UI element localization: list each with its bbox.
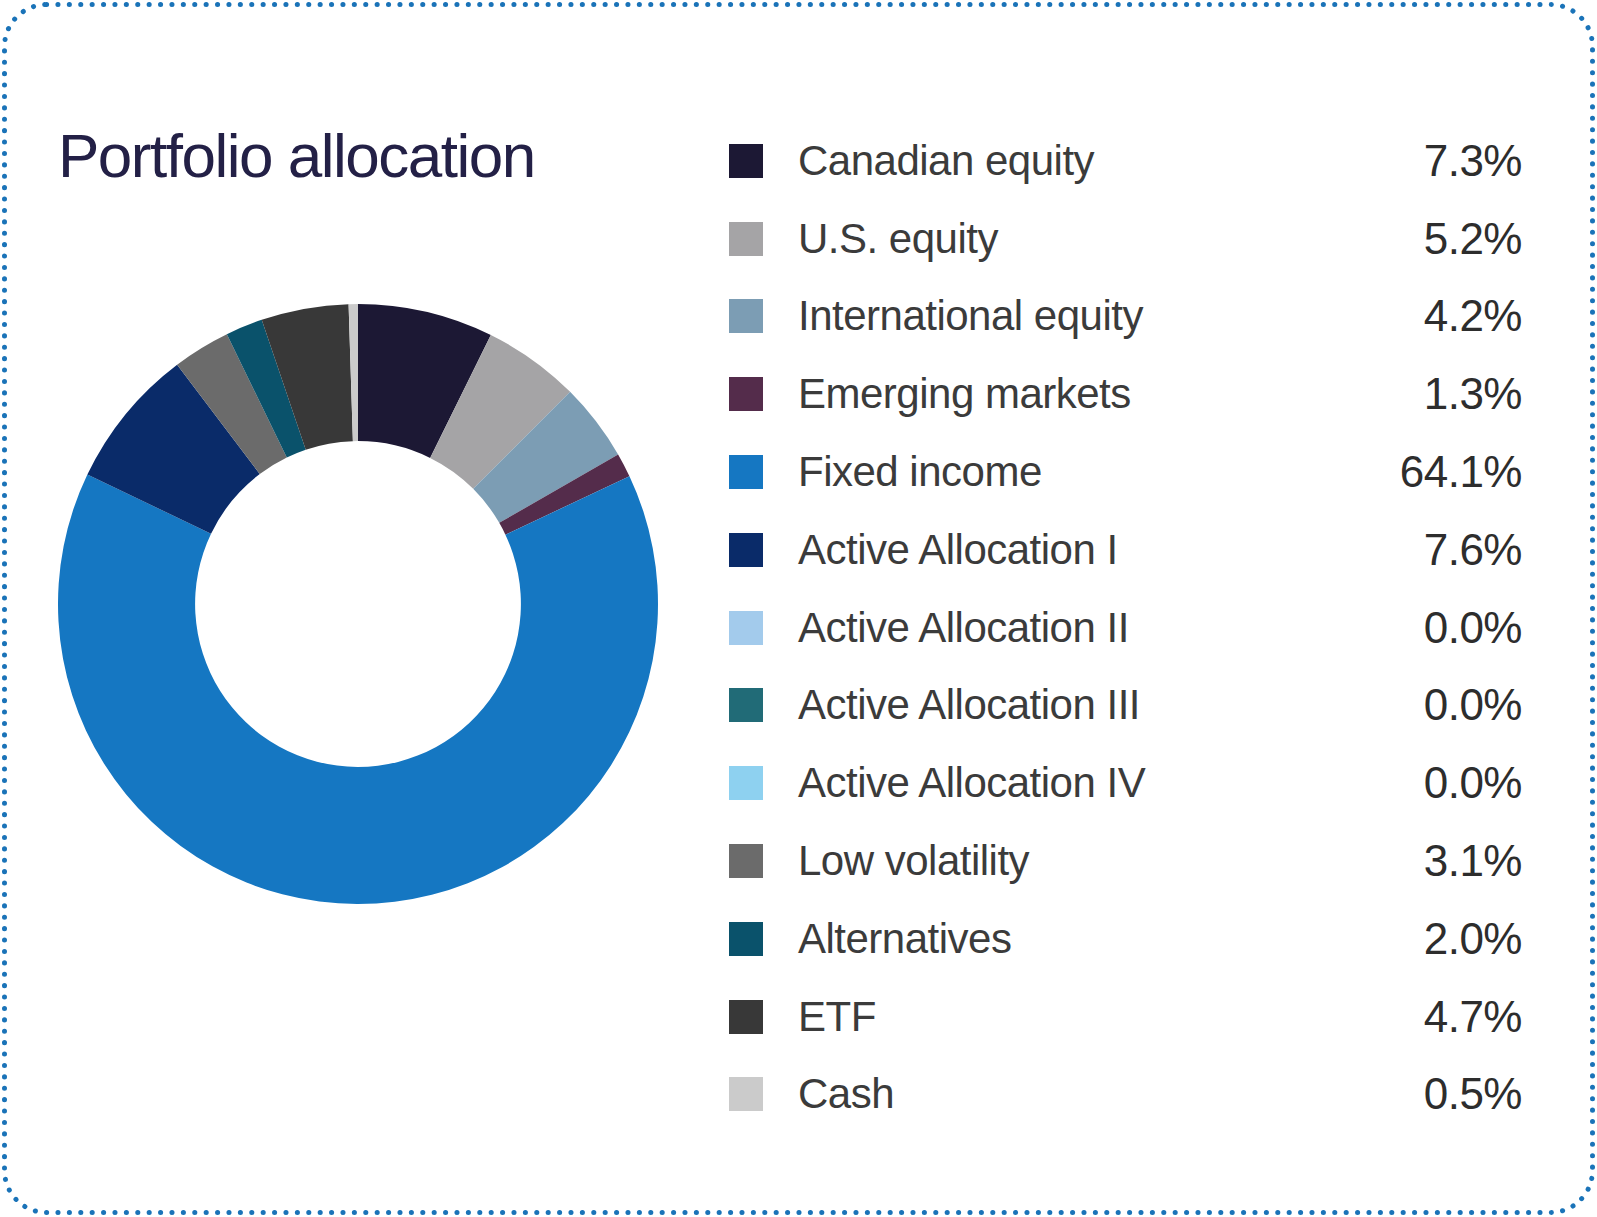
- legend-label: International equity: [798, 292, 1143, 340]
- legend: Canadian equity 7.3% U.S. equity 5.2% In…: [729, 122, 1522, 1133]
- legend-row: Alternatives 2.0%: [729, 900, 1522, 978]
- legend-row: Active Allocation IV 0.0%: [729, 744, 1522, 822]
- legend-value: 7.3%: [1424, 136, 1522, 186]
- legend-row: Active Allocation II 0.0%: [729, 589, 1522, 667]
- legend-row: Active Allocation III 0.0%: [729, 667, 1522, 745]
- legend-row: Active Allocation I 7.6%: [729, 511, 1522, 589]
- legend-swatch-us-equity: [729, 222, 763, 256]
- legend-value: 64.1%: [1400, 447, 1522, 497]
- legend-value: 0.0%: [1424, 603, 1522, 653]
- legend-label: Active Allocation II: [798, 604, 1129, 652]
- legend-label: Active Allocation I: [798, 526, 1118, 574]
- legend-label: U.S. equity: [798, 215, 998, 263]
- legend-row: Cash 0.5%: [729, 1056, 1522, 1134]
- legend-row: ETF 4.7%: [729, 978, 1522, 1056]
- legend-swatch-active-allocation-iv: [729, 766, 763, 800]
- legend-value: 0.0%: [1424, 758, 1522, 808]
- donut-segment-fixed-income: [58, 475, 658, 904]
- legend-swatch-canadian-equity: [729, 144, 763, 178]
- legend-row: Canadian equity 7.3%: [729, 122, 1522, 200]
- legend-label: Active Allocation IV: [798, 759, 1145, 807]
- legend-swatch-active-allocation-ii: [729, 611, 763, 645]
- legend-label: ETF: [798, 993, 876, 1041]
- legend-value: 4.2%: [1424, 291, 1522, 341]
- legend-label: Active Allocation III: [798, 681, 1140, 729]
- portfolio-allocation-card: Portfolio allocation Canadian equity 7.3…: [0, 0, 1597, 1217]
- legend-swatch-fixed-income: [729, 455, 763, 489]
- legend-row: Fixed income 64.1%: [729, 433, 1522, 511]
- legend-swatch-emerging-markets: [729, 377, 763, 411]
- legend-swatch-low-volatility: [729, 844, 763, 878]
- legend-value: 0.5%: [1424, 1069, 1522, 1119]
- legend-value: 4.7%: [1424, 992, 1522, 1042]
- legend-label: Fixed income: [798, 448, 1042, 496]
- legend-label: Low volatility: [798, 837, 1029, 885]
- legend-label: Alternatives: [798, 915, 1011, 963]
- legend-swatch-cash: [729, 1077, 763, 1111]
- legend-label: Emerging markets: [798, 370, 1131, 418]
- page-title: Portfolio allocation: [58, 120, 535, 191]
- legend-value: 0.0%: [1424, 680, 1522, 730]
- legend-swatch-alternatives: [729, 922, 763, 956]
- legend-value: 2.0%: [1424, 914, 1522, 964]
- legend-label: Cash: [798, 1070, 894, 1118]
- legend-value: 1.3%: [1424, 369, 1522, 419]
- legend-value: 5.2%: [1424, 214, 1522, 264]
- legend-value: 7.6%: [1424, 525, 1522, 575]
- legend-swatch-international-equity: [729, 299, 763, 333]
- legend-row: Low volatility 3.1%: [729, 822, 1522, 900]
- legend-label: Canadian equity: [798, 137, 1094, 185]
- legend-row: U.S. equity 5.2%: [729, 200, 1522, 278]
- legend-value: 3.1%: [1424, 836, 1522, 886]
- legend-swatch-active-allocation-i: [729, 533, 763, 567]
- donut-chart: [58, 304, 658, 904]
- legend-row: International equity 4.2%: [729, 278, 1522, 356]
- legend-row: Emerging markets 1.3%: [729, 355, 1522, 433]
- legend-swatch-active-allocation-iii: [729, 688, 763, 722]
- legend-swatch-etf: [729, 1000, 763, 1034]
